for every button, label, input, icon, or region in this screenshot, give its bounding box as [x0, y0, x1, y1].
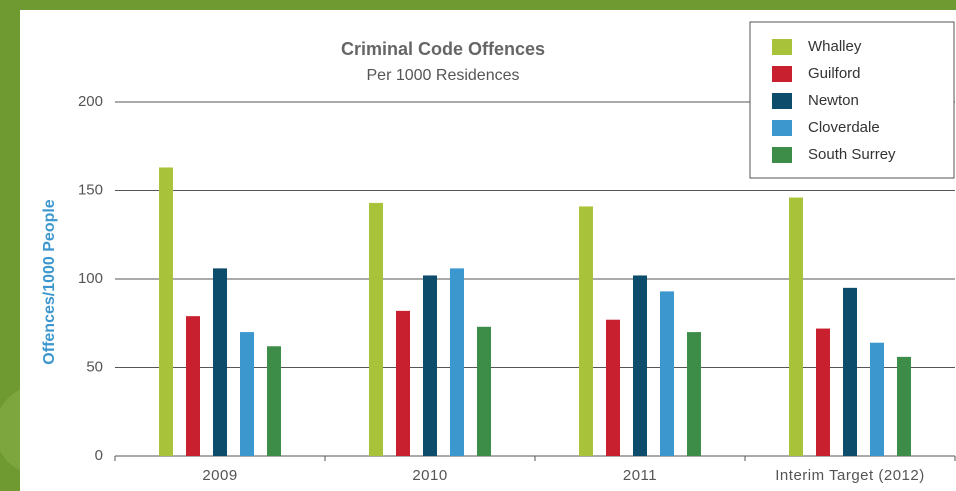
legend-label: Newton: [808, 92, 859, 109]
bar: [843, 287, 857, 456]
legend-label: Whalley: [808, 38, 862, 55]
bar: [897, 356, 911, 456]
legend-swatch: [772, 66, 792, 82]
y-axis-label: Offences/1000 People: [41, 199, 58, 365]
bar: [396, 310, 410, 456]
bar: [870, 342, 884, 456]
y-tick-label: 200: [78, 93, 103, 110]
bar: [213, 268, 227, 456]
legend-swatch: [772, 147, 792, 163]
bar: [789, 197, 803, 456]
legend-swatch: [772, 93, 792, 109]
y-tick-label: 150: [78, 181, 103, 198]
bar: [423, 275, 437, 456]
bar: [816, 328, 830, 456]
legend-swatch: [772, 39, 792, 55]
bar: [450, 268, 464, 456]
x-tick-label: 2010: [412, 467, 447, 484]
bar: [579, 206, 593, 456]
x-tick-label: 2011: [623, 467, 657, 484]
bar: [369, 202, 383, 456]
bar: [687, 332, 701, 456]
bar: [633, 275, 647, 456]
bar: [159, 167, 173, 457]
y-tick-label: 50: [86, 358, 103, 375]
bar: [660, 291, 674, 456]
x-tick-label: Interim Target (2012): [775, 467, 924, 484]
legend-label: Guilford: [808, 65, 861, 82]
legend-swatch: [772, 120, 792, 136]
bar: [606, 319, 620, 456]
y-tick-label: 0: [95, 447, 103, 464]
bar: [477, 326, 491, 456]
x-tick-label: 2009: [202, 467, 237, 484]
bar: [267, 346, 281, 456]
bar: [186, 316, 200, 456]
chart-subtitle: Per 1000 Residences: [367, 67, 520, 84]
y-tick-label: 100: [78, 270, 103, 287]
chart-title: Criminal Code Offences: [341, 39, 545, 59]
legend-label: South Surrey: [808, 146, 896, 163]
legend-label: Cloverdale: [808, 119, 880, 136]
bar: [240, 332, 254, 456]
